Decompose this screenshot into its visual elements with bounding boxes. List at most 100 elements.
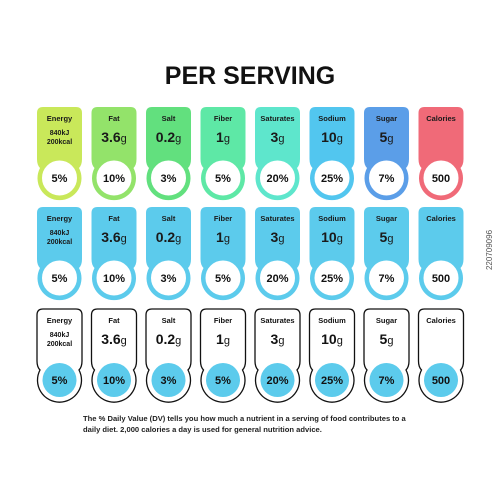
- nutrient-name: Fat: [108, 114, 120, 123]
- amount-value: 10: [321, 331, 337, 347]
- daily-value: 5%: [215, 375, 231, 387]
- amount: 0.2g: [156, 129, 182, 145]
- daily-value: 3%: [161, 375, 177, 387]
- footnote-line: The % Daily Value (DV) tells you how muc…: [83, 414, 407, 423]
- label-tile: Sugar 5g 7%: [364, 107, 409, 201]
- amount-line: 840kJ: [50, 230, 70, 237]
- daily-value: 500: [432, 273, 450, 285]
- amount-unit: g: [224, 233, 230, 245]
- amount: 3g: [271, 331, 285, 347]
- nutrient-name: Calories: [426, 114, 456, 123]
- dv-circle: [42, 160, 77, 196]
- amount: 1g: [216, 129, 230, 145]
- label-tile: Fat 3.6g 10%: [91, 107, 137, 201]
- amount-unit: g: [121, 133, 127, 145]
- amount-line: 200kcal: [47, 239, 72, 246]
- amount-unit: g: [121, 335, 127, 347]
- amount-value: 0.2: [156, 331, 176, 347]
- amount-unit: g: [337, 233, 343, 245]
- nutrient-name: Sugar: [376, 214, 397, 223]
- amount-value: 0.2: [156, 229, 176, 245]
- nutrient-name: Salt: [162, 114, 176, 123]
- label-tile: Calories 500: [418, 207, 464, 301]
- label-tile: Saturates 3g 20%: [255, 107, 300, 201]
- amount-value: 1: [216, 331, 224, 347]
- amount: 0.2g: [156, 229, 182, 245]
- amount-unit: g: [278, 233, 284, 245]
- nutrient-name: Salt: [162, 316, 176, 325]
- amount-unit: g: [224, 133, 230, 145]
- amount-unit: g: [278, 335, 284, 347]
- amount-value: 3: [271, 331, 279, 347]
- daily-value: 10%: [103, 173, 125, 185]
- amount: 10g: [321, 331, 343, 347]
- nutrient-name: Saturates: [260, 214, 294, 223]
- amount-value: 5: [380, 229, 388, 245]
- daily-value: 7%: [379, 375, 395, 387]
- nutrient-name: Sodium: [318, 316, 346, 325]
- amount-value: 3: [271, 129, 279, 145]
- label-tile: Energy 840kJ 200kcal 5%: [37, 207, 82, 301]
- daily-value: 7%: [379, 273, 395, 285]
- dv-circle: [42, 363, 77, 397]
- daily-value: 5%: [215, 273, 231, 285]
- amount-value: 5: [380, 129, 388, 145]
- label-tile: Saturates 3g 20%: [255, 207, 300, 301]
- dv-circle: [42, 260, 77, 296]
- nutrient-name: Energy: [47, 316, 73, 325]
- dv-circle: [314, 160, 350, 196]
- daily-value: 3%: [161, 273, 177, 285]
- dv-circle: [315, 363, 349, 397]
- dv-circle: [206, 363, 240, 397]
- nutrient-name: Sugar: [376, 316, 397, 325]
- daily-value: 5%: [52, 173, 68, 185]
- dv-circle: [369, 160, 404, 196]
- dv-circle: [260, 363, 295, 397]
- amount-unit: g: [387, 133, 393, 145]
- amount-value: 1: [216, 229, 224, 245]
- nutrient-name: Saturates: [260, 114, 294, 123]
- amount-line: 840kJ: [50, 130, 70, 137]
- label-tile: Calories 500: [418, 107, 464, 201]
- nutrient-name: Sodium: [318, 114, 346, 123]
- dv-circle: [260, 260, 295, 296]
- label-tile: Sodium 10g 25%: [308, 308, 356, 403]
- label-tile: Sugar 5g 7%: [364, 207, 409, 301]
- dv-circle: [260, 160, 295, 196]
- label-tile: Sodium 10g 25%: [309, 107, 355, 201]
- label-tile: Fiber 1g 5%: [199, 308, 247, 403]
- dv-circle: [423, 260, 459, 296]
- dv-circle: [96, 260, 132, 296]
- amount: 1g: [216, 331, 230, 347]
- nutrient-name: Sodium: [318, 214, 346, 223]
- amount-line: 840kJ: [50, 332, 70, 339]
- daily-value: 20%: [266, 173, 288, 185]
- amount-value: 1: [216, 129, 224, 145]
- label-tile: Energy 840kJ 200kcal 5%: [37, 107, 82, 201]
- amount-line: 200kcal: [47, 341, 72, 348]
- nutrient-name: Sugar: [376, 114, 397, 123]
- label-tile: Sodium 10g 25%: [309, 207, 355, 301]
- dv-circle: [96, 160, 132, 196]
- daily-value: 10%: [103, 273, 125, 285]
- amount-unit: g: [175, 335, 181, 347]
- amount: 3g: [271, 229, 285, 245]
- dv-circle: [97, 363, 131, 397]
- amount: 3.6g: [101, 129, 127, 145]
- daily-value: 25%: [321, 173, 343, 185]
- dv-circle: [151, 160, 186, 196]
- amount: 3.6g: [101, 331, 127, 347]
- nutrient-name: Energy: [47, 214, 73, 223]
- label-tile: Salt 0.2g 3%: [146, 107, 191, 201]
- daily-value: 5%: [52, 375, 68, 387]
- daily-value: 3%: [161, 173, 177, 185]
- nutrient-name: Fiber: [214, 214, 232, 223]
- dv-circle: [314, 260, 350, 296]
- dv-circle: [369, 260, 404, 296]
- amount-unit: g: [387, 335, 393, 347]
- dv-circle: [205, 260, 241, 296]
- amount-value: 3: [271, 229, 279, 245]
- amount: 0.2g: [156, 331, 182, 347]
- amount-value: 10: [321, 129, 337, 145]
